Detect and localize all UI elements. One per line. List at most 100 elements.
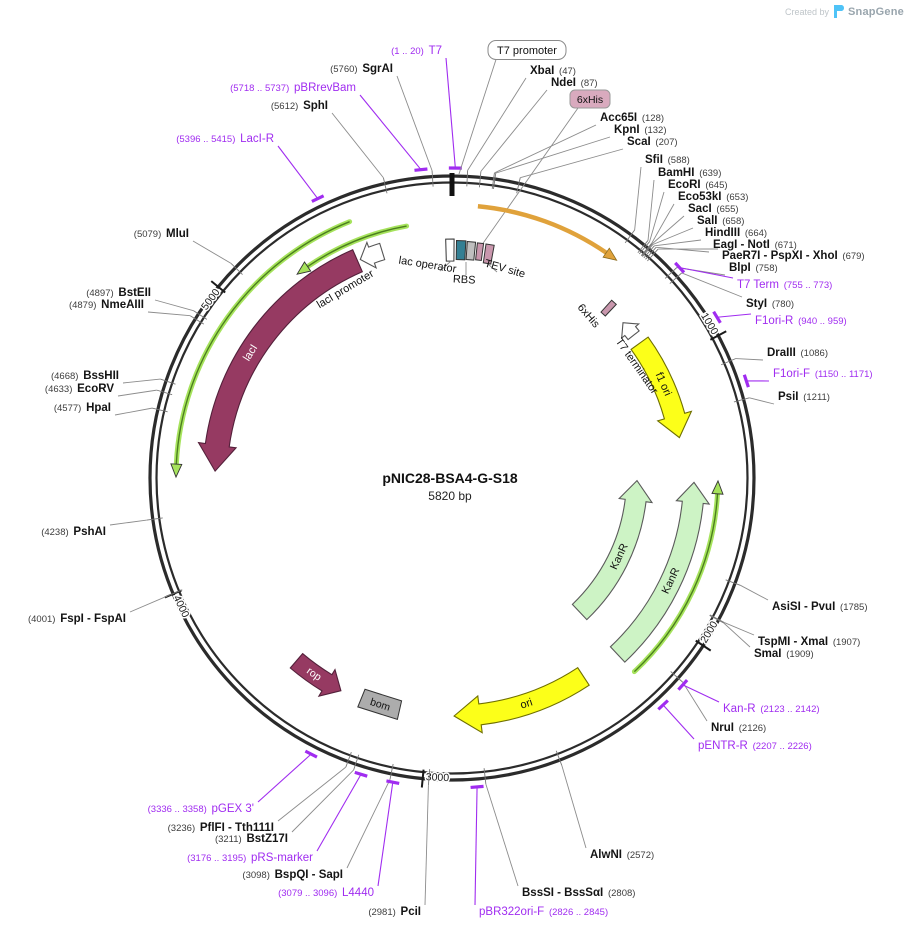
scale-label: 4000 (170, 593, 191, 619)
enzyme-tick (643, 245, 655, 259)
primer-leader (682, 684, 720, 703)
enzyme-leader (656, 246, 710, 253)
enzyme-leader (495, 136, 611, 174)
6xHis-inner-glyph (600, 299, 618, 317)
enzyme-tick (647, 248, 659, 262)
bom-box-label: bom (369, 696, 392, 714)
enzyme-label: SfiI (588) (645, 154, 690, 166)
enzyme-label: (4897) BstEII (86, 287, 151, 299)
enzyme-leader (647, 179, 655, 241)
T7-promoter-glyph (445, 238, 455, 262)
primer-label: (1 .. 20) T7 (391, 45, 442, 57)
enzyme-tick (431, 170, 434, 187)
credit-prefix: Created by (784, 6, 829, 17)
enzyme-label: AlwNI (2572) (590, 849, 654, 861)
plasmid-name: pNIC28-BSA4-G-S18 (382, 470, 518, 486)
enzyme-tick (709, 615, 724, 624)
enzyme-leader (654, 239, 702, 247)
enzyme-tick (720, 358, 737, 366)
enzyme-label: Acc65I (128) (600, 112, 664, 124)
enzyme-tick (189, 315, 205, 325)
enzyme-leader (109, 519, 147, 526)
enzyme-label: BssSI - BssSαI (2808) (522, 887, 635, 899)
scale-tick (709, 330, 727, 341)
enzyme-label: BlpI (758) (729, 262, 778, 274)
enzyme-leader (396, 75, 433, 171)
enzyme-tick (345, 751, 352, 768)
enzyme-tick (638, 241, 650, 255)
enzyme-tick (670, 671, 683, 683)
primer-label: pBR322ori-F (2826 .. 2845) (479, 906, 608, 918)
boxed-label-leader (458, 59, 497, 175)
boxed-label-text: 6xHis (577, 94, 603, 106)
enzyme-label: (3098) BspQI - SapI (242, 869, 343, 881)
enzyme-tick (669, 272, 683, 284)
primer-leader (474, 786, 478, 906)
enzyme-label: ScaI (207) (627, 136, 678, 148)
orf-core-orf-kanr (633, 493, 719, 673)
primer-leader (316, 774, 362, 852)
enzyme-label: (5760) SgrAI (330, 63, 393, 75)
enzyme-leader (346, 779, 391, 869)
feature-arrow-rop (289, 652, 342, 697)
enzyme-leader (485, 783, 519, 887)
enzyme-tick (733, 397, 750, 403)
enzyme-leader (154, 299, 194, 312)
enzyme-tick (645, 247, 657, 260)
enzyme-label: DraIII (1086) (767, 347, 828, 359)
enzyme-tick (516, 177, 521, 194)
enzyme-tick (167, 589, 183, 597)
primer-leader (662, 704, 695, 740)
enzyme-leader (651, 203, 675, 244)
enzyme-label: (5079) MluI (134, 228, 189, 240)
cassette-arrowhead-expression-cassette (602, 247, 618, 261)
primer-tick (304, 749, 318, 759)
enzyme-tick (156, 389, 173, 396)
enzyme-leader (291, 769, 354, 833)
6xHis-glyph (475, 242, 485, 262)
scale-label: 3000 (425, 771, 449, 784)
enzyme-leader (147, 311, 191, 317)
scale-tick (210, 280, 226, 294)
boxed-label-text: T7 promoter (497, 45, 557, 57)
feature-arrow-KanR-outer (609, 481, 711, 663)
primer-label: (3176 .. 3195) pRS-marker (187, 852, 313, 864)
primer-label: T7 Term (755 .. 773) (737, 279, 832, 291)
enzyme-leader (561, 765, 587, 849)
glyph-leader (439, 260, 452, 272)
feature-arrow-KanR-inner (571, 479, 654, 621)
enzyme-label: StyI (780) (746, 298, 794, 310)
enzyme-label: NdeI (87) (551, 77, 598, 89)
feature-arrow-lacI-promoter-arrow (359, 240, 386, 269)
enzyme-label: Eco53kI (653) (678, 191, 748, 203)
feature-arrow-T7-terminator-arrow (621, 322, 641, 341)
enzyme-leader (749, 397, 775, 405)
primer-label: (5718 .. 5737) pBRrevBam (230, 82, 356, 94)
snapgene-credit: Created by SnapGene (785, 5, 904, 18)
primer-leader (359, 94, 422, 170)
primer-label: (5396 .. 5415) LacI-R (176, 133, 274, 145)
enzyme-tick (146, 517, 163, 521)
enzyme-label: TspMI - XmaI (1907) (758, 636, 860, 648)
enzyme-leader (649, 191, 665, 242)
primer-label: F1ori-R (940 .. 959) (755, 315, 847, 327)
enzyme-tick (493, 173, 497, 190)
enzyme-label: (4238) PshAI (41, 526, 106, 538)
feature-arrow-f1-ori (630, 336, 693, 439)
enzyme-leader (122, 378, 161, 384)
enzyme-label: (5612) SphI (271, 100, 328, 112)
enzyme-leader (114, 407, 153, 416)
enzyme-leader (480, 89, 548, 172)
scale-tick (420, 769, 425, 788)
primer-tick (354, 770, 368, 778)
enzyme-leader (494, 124, 597, 174)
enzyme-leader (277, 766, 347, 822)
enzyme-leader (735, 358, 764, 361)
enzyme-label: (2981) PciI (368, 906, 421, 918)
orf-core-orf-left-short (307, 225, 407, 268)
primer-label: F1ori-F (1150 .. 1171) (773, 368, 873, 380)
enzyme-tick (664, 267, 678, 279)
enzyme-label: SmaI (1909) (754, 648, 814, 660)
enzyme-leader (331, 112, 384, 179)
boxed-label-leader (478, 107, 579, 250)
